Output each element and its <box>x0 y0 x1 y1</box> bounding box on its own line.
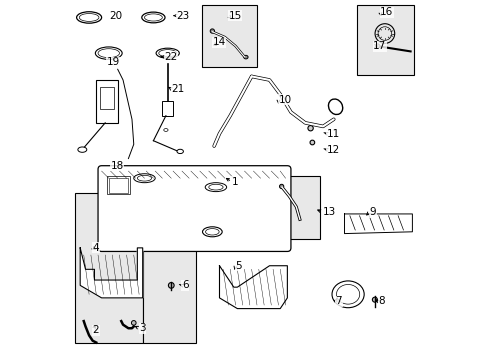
Ellipse shape <box>307 126 313 131</box>
Text: 21: 21 <box>171 84 184 94</box>
Ellipse shape <box>372 297 377 302</box>
Bar <box>201 5 257 67</box>
Text: 17: 17 <box>372 41 386 51</box>
Bar <box>162 102 173 116</box>
Ellipse shape <box>168 283 174 288</box>
Polygon shape <box>80 248 142 298</box>
Ellipse shape <box>309 140 314 145</box>
Text: 16: 16 <box>380 7 393 17</box>
Text: 11: 11 <box>326 129 339 139</box>
Bar <box>75 193 142 342</box>
Text: 15: 15 <box>228 11 241 21</box>
Text: 8: 8 <box>378 296 384 306</box>
Text: 5: 5 <box>235 261 242 271</box>
Text: 13: 13 <box>323 207 336 217</box>
Text: 22: 22 <box>164 52 177 62</box>
Ellipse shape <box>210 29 214 33</box>
Text: 18: 18 <box>110 161 123 171</box>
Bar <box>96 80 118 123</box>
Ellipse shape <box>375 44 379 48</box>
Text: 4: 4 <box>93 243 99 253</box>
Bar <box>271 176 319 239</box>
Ellipse shape <box>279 184 283 189</box>
Text: 3: 3 <box>139 323 145 333</box>
Text: 7: 7 <box>335 296 342 306</box>
Polygon shape <box>344 214 411 234</box>
Bar <box>142 193 196 342</box>
Bar <box>100 87 114 109</box>
Text: 2: 2 <box>93 325 99 335</box>
Text: 10: 10 <box>278 95 291 105</box>
Ellipse shape <box>177 149 183 154</box>
Bar <box>108 178 128 193</box>
Text: 6: 6 <box>182 280 188 291</box>
Polygon shape <box>219 266 287 309</box>
Bar <box>356 5 413 75</box>
Ellipse shape <box>244 55 247 59</box>
Ellipse shape <box>78 147 86 152</box>
Text: 14: 14 <box>212 37 225 48</box>
Text: 19: 19 <box>107 57 120 67</box>
FancyBboxPatch shape <box>98 166 290 251</box>
Text: 1: 1 <box>231 177 238 187</box>
Text: 23: 23 <box>176 11 189 21</box>
Text: 20: 20 <box>108 11 122 21</box>
Ellipse shape <box>131 320 136 325</box>
Text: 12: 12 <box>326 145 339 155</box>
Bar <box>107 176 130 194</box>
Text: 9: 9 <box>369 207 375 217</box>
